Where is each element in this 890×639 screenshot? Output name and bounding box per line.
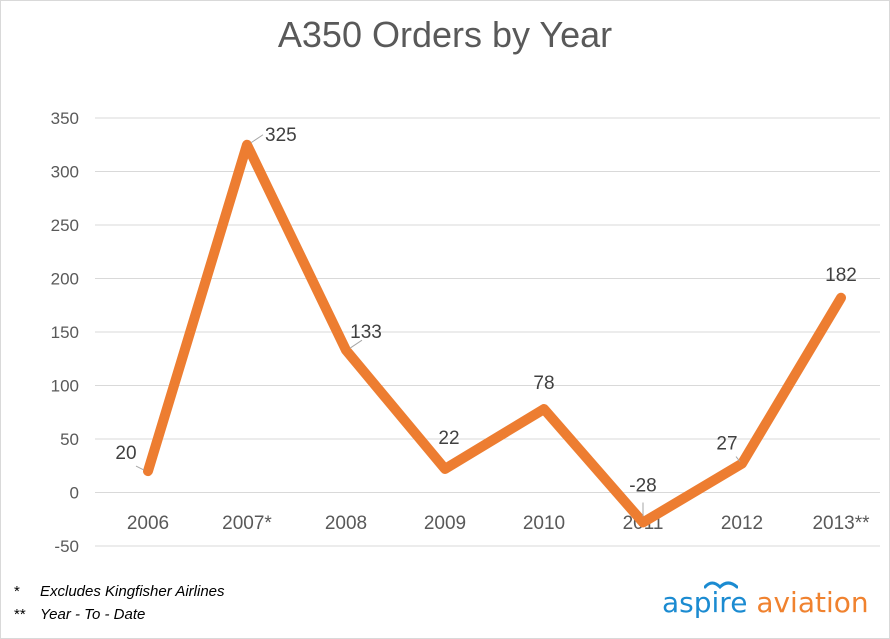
label-leader xyxy=(135,465,145,471)
x-tick-label: 2012 xyxy=(721,513,763,534)
bird-icon xyxy=(704,581,738,590)
y-axis-ticks: 350 300 250 200 150 100 50 0 -50 xyxy=(51,109,79,556)
label-leader-lines xyxy=(135,134,741,517)
footnote-mark: * xyxy=(14,583,20,600)
y-tick-label: 250 xyxy=(51,216,79,235)
data-label: 78 xyxy=(533,373,554,394)
y-tick-label: 100 xyxy=(51,377,79,396)
x-axis-ticks: 2006 2007* 2008 2009 2010 2011 2012 2013** xyxy=(127,513,870,534)
label-leader xyxy=(250,134,264,144)
y-tick-label: 350 xyxy=(51,109,79,128)
y-tick-label: 0 xyxy=(70,484,79,503)
data-label: 20 xyxy=(115,443,136,464)
gridlines xyxy=(95,117,880,547)
x-tick-label: 2013** xyxy=(812,513,870,534)
data-label: 182 xyxy=(825,265,857,286)
x-tick-label: 2009 xyxy=(424,513,466,534)
x-tick-label: 2007* xyxy=(222,513,272,534)
y-tick-label: 150 xyxy=(51,323,79,342)
x-tick-label: 2010 xyxy=(523,513,565,534)
data-label: 133 xyxy=(350,322,382,343)
aspire-aviation-logo: aspire aviation xyxy=(662,581,869,619)
y-tick-label: 50 xyxy=(60,430,79,449)
series-line xyxy=(143,139,846,528)
footnote-excludes: * Excludes Kingfisher Airlines xyxy=(14,583,225,600)
data-labels: 20 325 133 22 78 -28 27 182 xyxy=(115,125,856,497)
data-label: -28 xyxy=(629,475,656,496)
x-tick-label: 2006 xyxy=(127,513,169,534)
y-tick-label: -50 xyxy=(54,537,79,556)
label-leader xyxy=(735,456,741,462)
y-tick-label: 300 xyxy=(51,163,79,182)
footnote-text: Year - To - Date xyxy=(40,606,146,623)
data-label: 325 xyxy=(265,125,297,146)
label-leader xyxy=(349,339,363,349)
data-label: 27 xyxy=(716,434,737,455)
logo-word-aspire: aspire xyxy=(662,586,748,619)
logo-word-aviation: aviation xyxy=(756,586,869,619)
chart-title: A350 Orders by Year xyxy=(277,14,613,55)
series-layer xyxy=(143,139,846,528)
footnote-mark: ** xyxy=(14,606,26,623)
y-tick-label: 200 xyxy=(51,270,79,289)
footnote-ytd: ** Year - To - Date xyxy=(14,606,145,623)
x-tick-label: 2008 xyxy=(325,513,367,534)
footnote-text: Excludes Kingfisher Airlines xyxy=(40,583,225,600)
data-label: 22 xyxy=(438,428,459,449)
